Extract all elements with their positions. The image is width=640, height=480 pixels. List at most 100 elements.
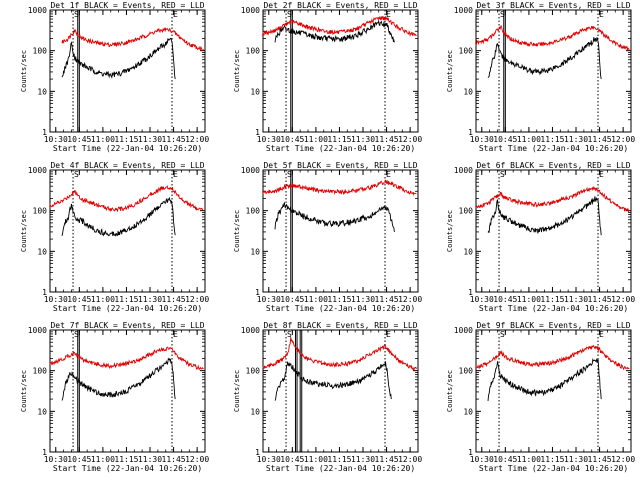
x-tick-label: 10:30 xyxy=(257,135,281,144)
y-tick-label: 100 xyxy=(33,47,48,56)
x-tick-label: 11:30 xyxy=(138,455,162,464)
x-tick-label: 11:45 xyxy=(375,135,399,144)
x-tick-label: 11:00 xyxy=(517,295,541,304)
x-tick-label: 10:45 xyxy=(67,295,91,304)
panel-det-3: Det 3f BLACK = Events, RED = LLD 1 10 100 10… xyxy=(446,1,635,153)
marker-label: E xyxy=(386,170,391,179)
x-tick-label: 11:30 xyxy=(351,295,375,304)
x-tick-label: 12:00 xyxy=(185,135,209,144)
marker-label: E xyxy=(599,10,604,19)
panel-det-9: Det 9f BLACK = Events, RED = LLD 1 10 100 10… xyxy=(446,321,635,473)
y-axis-label: Counts/sec xyxy=(233,370,241,412)
y-tick-label: 1000 xyxy=(241,166,260,175)
y-tick-label: 1 xyxy=(42,448,47,457)
y-tick-label: 1 xyxy=(468,448,473,457)
x-axis-label: Start Time (22-Jan-04 10:26:20) xyxy=(53,144,202,153)
x-tick-label: 11:00 xyxy=(304,135,328,144)
plot-frame xyxy=(475,9,632,133)
y-tick-label: 100 xyxy=(459,207,474,216)
x-tick-label: 11:15 xyxy=(540,135,564,144)
marker-label: S xyxy=(500,170,505,179)
x-tick-label: 11:30 xyxy=(138,295,162,304)
x-tick-label: 11:30 xyxy=(564,135,588,144)
y-tick-label: 10 xyxy=(37,87,47,96)
x-axis-label: Start Time (22-Jan-04 10:26:20) xyxy=(266,144,415,153)
x-tick-label: 10:45 xyxy=(67,135,91,144)
marker-label: E xyxy=(386,10,391,19)
y-tick-label: 100 xyxy=(246,47,261,56)
events-rate-line xyxy=(61,196,176,237)
x-tick-label: 11:45 xyxy=(162,455,186,464)
marker-label: S xyxy=(500,330,505,339)
x-tick-label: 11:15 xyxy=(540,295,564,304)
x-tick-label: 11:45 xyxy=(375,455,399,464)
x-tick-label: 11:45 xyxy=(162,295,186,304)
x-tick-label: 10:30 xyxy=(470,455,494,464)
y-tick-label: 10 xyxy=(463,247,473,256)
panel-det-2: Det 2f BLACK = Events, RED = LLD 1 10 100 10… xyxy=(233,1,422,153)
plot-frame xyxy=(475,169,632,293)
y-tick-label: 1 xyxy=(255,288,260,297)
y-tick-label: 10 xyxy=(250,87,260,96)
y-tick-label: 10 xyxy=(463,87,473,96)
x-tick-label: 11:00 xyxy=(517,135,541,144)
marker-label: S xyxy=(287,170,292,179)
panel-title: Det 7f BLACK = Events, RED = LLD xyxy=(50,321,204,330)
events-rate-line xyxy=(61,37,176,80)
panel-title: Det 5f BLACK = Events, RED = LLD xyxy=(263,161,417,170)
marker-label: S xyxy=(500,10,505,19)
x-tick-label: 10:45 xyxy=(280,295,304,304)
x-tick-label: 11:30 xyxy=(351,455,375,464)
plot-frame xyxy=(49,169,206,293)
x-axis-label: Start Time (22-Jan-04 10:26:20) xyxy=(479,144,628,153)
x-tick-label: 10:45 xyxy=(67,455,91,464)
panel-title: Det 6f BLACK = Events, RED = LLD xyxy=(476,161,630,170)
marker-label: E xyxy=(599,330,604,339)
lld-rate-line xyxy=(475,185,630,214)
y-tick-label: 1000 xyxy=(241,6,260,15)
x-axis-label: Start Time (22-Jan-04 10:26:20) xyxy=(53,304,202,313)
x-tick-label: 11:15 xyxy=(540,455,564,464)
panel-title: Det 2f BLACK = Events, RED = LLD xyxy=(263,1,417,10)
events-rate-line xyxy=(487,196,602,236)
x-tick-label: 10:30 xyxy=(470,135,494,144)
marker-label: S xyxy=(287,330,292,339)
lld-rate-line xyxy=(262,15,417,38)
x-tick-label: 11:30 xyxy=(138,135,162,144)
lld-rate-line xyxy=(49,346,204,371)
y-axis-label: Counts/sec xyxy=(446,50,454,92)
x-tick-label: 11:00 xyxy=(91,295,115,304)
lld-rate-line xyxy=(262,336,417,372)
x-axis-label: Start Time (22-Jan-04 10:26:20) xyxy=(479,304,628,313)
marker-label: E xyxy=(173,10,178,19)
y-tick-label: 10 xyxy=(250,407,260,416)
y-axis-label: Counts/sec xyxy=(446,210,454,252)
y-tick-label: 1 xyxy=(468,128,473,137)
x-tick-label: 12:00 xyxy=(185,295,209,304)
events-rate-line xyxy=(61,357,176,401)
x-tick-label: 11:15 xyxy=(327,135,351,144)
y-tick-label: 1 xyxy=(255,128,260,137)
y-tick-label: 100 xyxy=(246,207,261,216)
y-axis-label: Counts/sec xyxy=(446,370,454,412)
lld-rate-line xyxy=(61,27,204,51)
x-tick-label: 10:30 xyxy=(257,455,281,464)
x-tick-label: 10:30 xyxy=(44,455,68,464)
x-tick-label: 11:15 xyxy=(327,295,351,304)
y-axis-label: Counts/sec xyxy=(233,210,241,252)
lld-rate-line xyxy=(475,344,630,371)
x-tick-label: 12:00 xyxy=(398,135,422,144)
marker-label: S xyxy=(74,330,79,339)
x-tick-label: 11:45 xyxy=(375,295,399,304)
y-tick-label: 100 xyxy=(459,47,474,56)
marker-label: S xyxy=(74,10,79,19)
lld-rate-line xyxy=(475,24,630,51)
x-tick-label: 11:45 xyxy=(588,135,612,144)
events-rate-line xyxy=(274,361,392,401)
y-tick-label: 10 xyxy=(37,407,47,416)
x-tick-label: 11:00 xyxy=(517,455,541,464)
marker-label: E xyxy=(599,170,604,179)
x-tick-label: 12:00 xyxy=(611,295,635,304)
y-tick-label: 100 xyxy=(246,367,261,376)
